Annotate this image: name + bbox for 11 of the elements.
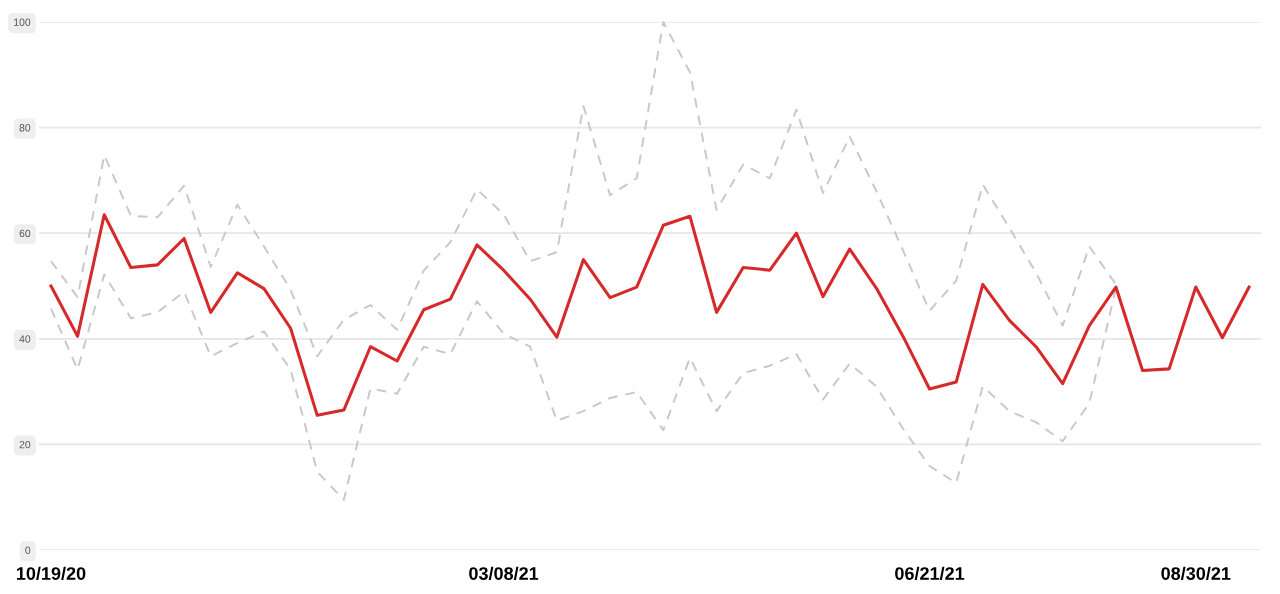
x-tick-label: 08/30/21 <box>1161 566 1231 581</box>
x-tick-label: 10/19/20 <box>16 566 86 581</box>
y-tick-label: 20 <box>19 440 31 449</box>
y-tick-label: 0 <box>25 546 31 554</box>
y-tick-label: 80 <box>19 124 31 132</box>
y-tick-label: 40 <box>19 335 31 343</box>
line-series <box>49 213 1251 417</box>
y-tick-label: 100 <box>14 18 31 26</box>
x-tick-label: 06/21/21 <box>895 566 965 581</box>
x-tick-label: 03/08/21 <box>469 566 539 581</box>
y-tick-label: 60 <box>19 229 31 238</box>
